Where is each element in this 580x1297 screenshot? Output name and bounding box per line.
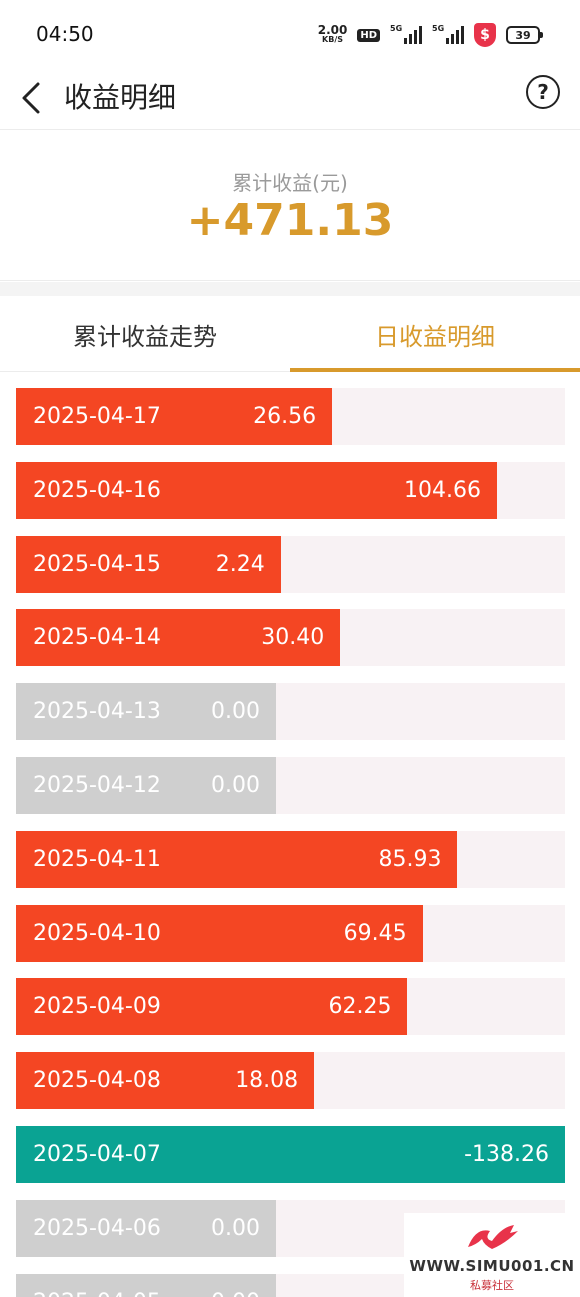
list-item: 2025-04-14 30.40 xyxy=(16,609,565,667)
list-item: 2025-04-12 0.00 xyxy=(16,756,565,814)
signal-label: 5G xyxy=(390,24,403,33)
tab-bar: 累计收益走势 日收益明细 xyxy=(0,296,580,372)
row-value: 2.24 xyxy=(215,551,265,577)
tab-daily-detail[interactable]: 日收益明细 xyxy=(290,296,580,372)
divider xyxy=(0,282,580,296)
net-speed-value: 2.00 xyxy=(317,23,348,37)
list-item: 2025-04-15 2.24 xyxy=(16,535,565,593)
help-icon[interactable]: ? xyxy=(526,75,560,109)
income-bar xyxy=(16,1199,276,1257)
hd-icon: HD xyxy=(357,28,380,42)
row-date: 2025-04-15 xyxy=(33,551,161,577)
row-date: 2025-04-13 xyxy=(33,699,161,725)
row-value: 0.00 xyxy=(16,1274,260,1297)
row-value: 0.00 xyxy=(211,1215,260,1241)
row-date: 2025-04-11 xyxy=(33,846,161,872)
income-bar xyxy=(16,461,497,519)
row-date: 2025-04-06 xyxy=(33,1215,161,1241)
row-date: 2025-04-14 xyxy=(33,625,161,651)
list-item: 2025-04-16 104.66 xyxy=(16,461,565,519)
back-button[interactable] xyxy=(18,78,48,118)
watermark-sub: 私募社区 xyxy=(470,1279,514,1292)
summary-value: +471.13 xyxy=(186,195,394,246)
signal-label-2: 5G xyxy=(432,24,445,33)
income-bar xyxy=(16,830,458,888)
watermark-site: WWW.SIMU001.CN xyxy=(409,1257,575,1275)
income-bar xyxy=(16,683,276,741)
row-date: 2025-04-10 xyxy=(33,920,161,946)
status-icons: 2.00 KB/S HD 5G 5G $ 39 xyxy=(317,22,543,48)
battery-icon: 39 xyxy=(506,26,543,44)
watermark: WWW.SIMU001.CN 私募社区 xyxy=(404,1213,580,1297)
watermark-logo-icon xyxy=(468,1225,518,1249)
summary-panel: 累计收益(元) +471.13 xyxy=(0,131,580,281)
row-value: 30.40 xyxy=(261,625,325,651)
income-bar xyxy=(16,756,276,814)
row-date: 2025-04-17 xyxy=(33,404,161,429)
list-item: 2025-04-10 69.45 xyxy=(16,904,565,962)
status-time: 04:50 xyxy=(36,22,94,46)
row-value: 69.45 xyxy=(343,920,407,946)
shield-icon: $ xyxy=(474,23,496,47)
tab-cumulative-trend[interactable]: 累计收益走势 xyxy=(73,322,217,351)
income-bar xyxy=(16,1273,276,1297)
row-value: 0.00 xyxy=(211,699,260,725)
income-bar xyxy=(16,978,408,1036)
row-value: -138.26 xyxy=(464,1141,549,1167)
net-speed-unit: KB/S xyxy=(322,35,344,44)
signal-icon: 5G xyxy=(390,24,422,44)
list-item: 2025-04-17 26.56 xyxy=(16,388,565,445)
list-item: 2025-04-09 62.25 xyxy=(16,978,565,1036)
income-bar xyxy=(16,1125,565,1183)
net-speed: 2.00 KB/S xyxy=(317,23,348,45)
income-bar xyxy=(16,535,281,593)
row-date: 2025-04-09 xyxy=(33,994,161,1020)
row-value: 18.08 xyxy=(235,1068,299,1094)
row-date: 2025-04-07 xyxy=(33,1141,161,1167)
income-bar xyxy=(16,904,423,962)
row-value: 104.66 xyxy=(404,477,481,503)
summary-label: 累计收益(元) xyxy=(232,171,348,195)
page-title: 收益明细 xyxy=(64,81,177,114)
row-date: 2025-04-16 xyxy=(33,477,161,503)
status-bar: 04:50 2.00 KB/S HD 5G 5G $ 39 xyxy=(0,0,580,68)
nav-bar: 收益明细 ? xyxy=(0,68,580,130)
list-item: 2025-04-13 0.00 xyxy=(16,683,565,741)
daily-income-list: 2025-04-17 26.56 2025-04-16 104.66 2025-04-1… xyxy=(16,388,565,1297)
income-bar xyxy=(16,609,341,667)
row-value: 0.00 xyxy=(211,772,260,798)
list-item: 2025-04-07 -138.26 xyxy=(16,1125,565,1183)
list-item: 2025-04-08 18.08 xyxy=(16,1052,565,1110)
chevron-left-icon xyxy=(22,82,40,114)
row-date: 2025-04-12 xyxy=(33,772,161,798)
list-item: 2025-04-11 85.93 xyxy=(16,830,565,888)
row-value: 62.25 xyxy=(328,994,392,1020)
income-bar xyxy=(16,388,333,445)
row-date: 2025-04-05 xyxy=(33,1274,161,1297)
row-date: 2025-04-08 xyxy=(33,1068,161,1094)
row-value: 85.93 xyxy=(378,846,442,872)
income-bar xyxy=(16,1052,315,1110)
row-value: 26.56 xyxy=(253,404,317,429)
signal-icon-2: 5G xyxy=(432,24,464,44)
